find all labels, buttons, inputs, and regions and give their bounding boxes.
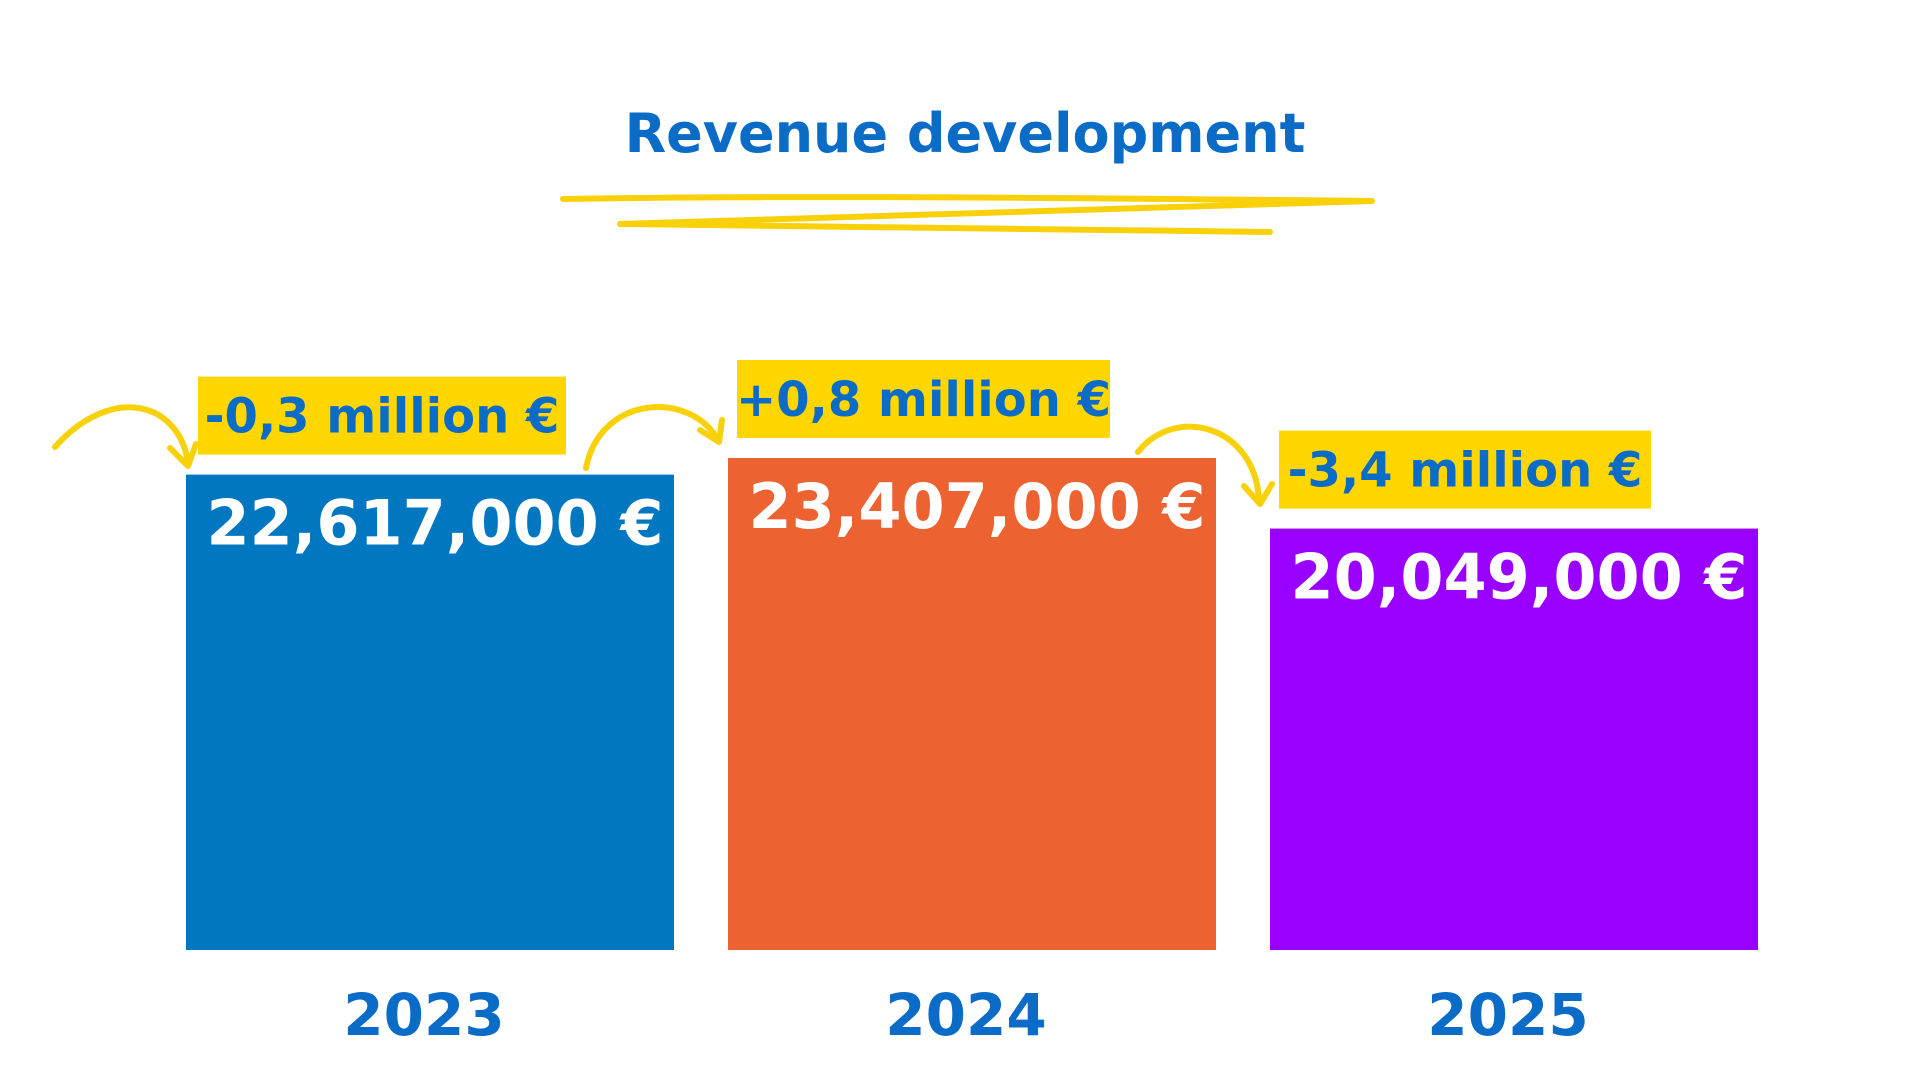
value-labels: 22,617,000 € 23,407,000 € 20,049,000 € — [207, 470, 1748, 614]
value-label-2024: 23,407,000 € — [749, 470, 1206, 543]
change-annotations: -0,3 million € +0,8 million € -3,4 million… — [198, 360, 1651, 509]
change-arrowhead-2023 — [167, 441, 199, 469]
bar-2025 — [1270, 528, 1758, 950]
change-highlight-2025 — [1279, 430, 1651, 509]
bars-group — [186, 458, 1758, 950]
change-arrowhead-2025 — [1241, 481, 1275, 507]
change-arrow-2023 — [52, 404, 191, 465]
change-label-2025: -3,4 million € — [1288, 443, 1643, 499]
category-labels: 2023 2024 2025 — [343, 981, 1588, 1049]
value-label-2023: 22,617,000 € — [207, 487, 664, 560]
change-arrowhead-2024 — [697, 417, 725, 445]
bar-2024 — [728, 458, 1216, 950]
change-highlight-2023 — [198, 376, 566, 455]
category-label-2023: 2023 — [343, 981, 504, 1049]
change-label-2023: -0,3 million € — [205, 389, 560, 445]
chart-title: Revenue development — [625, 102, 1306, 165]
change-label-2024: +0,8 million € — [736, 372, 1111, 428]
change-arrow-2025 — [1135, 423, 1262, 503]
change-highlight-2024 — [737, 360, 1110, 438]
category-label-2024: 2024 — [885, 981, 1046, 1049]
bar-2023 — [186, 474, 674, 950]
change-arrows — [52, 404, 1275, 507]
title-underline — [560, 194, 1375, 235]
category-label-2025: 2025 — [1427, 981, 1588, 1049]
value-label-2025: 20,049,000 € — [1291, 541, 1748, 614]
change-arrow-2024 — [583, 404, 721, 471]
